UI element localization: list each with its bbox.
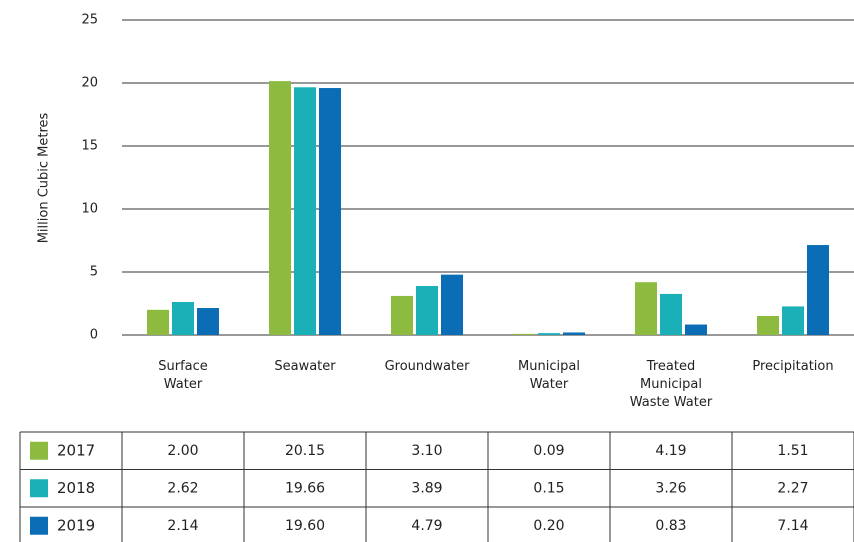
bar [563,332,585,335]
legend-label: 2017 [57,441,95,459]
table-cell: 3.26 [655,480,686,496]
x-tick-label: Precipitation [752,359,834,374]
bar [513,333,535,335]
bar [782,306,804,335]
legend-swatch [30,479,48,498]
bar [147,309,169,335]
table-cell: 20.15 [285,443,325,459]
x-tick-label: Surface Water [158,359,208,392]
x-tick-label: Treated Municipal Waste Water [629,359,713,410]
y-tick-label: 10 [81,202,98,217]
y-tick-label: 20 [81,76,98,91]
table-cell: 7.14 [777,518,808,534]
bar [172,301,194,335]
table-cell: 0.20 [533,518,564,534]
bar [757,315,779,335]
x-tick-label: Seawater [274,359,336,374]
y-tick-label: 25 [81,13,98,28]
y-tick-label: 15 [81,139,98,154]
table-cell: 2.14 [167,518,198,534]
bar [635,282,657,335]
table-cell: 19.60 [285,518,325,534]
x-tick-label: Groundwater [384,359,470,374]
x-tick-label: Municipal Water [518,359,580,392]
bar [416,285,438,335]
legend-label: 2019 [57,516,95,534]
table-cell: 0.09 [533,443,564,459]
y-tick-label: 5 [90,265,98,280]
y-tick-label: 0 [90,328,98,343]
legend-swatch [30,516,48,535]
table-cell: 4.19 [655,443,686,459]
y-axis-label: Million Cubic Metres [37,112,52,243]
bar [197,308,219,335]
bar [294,87,316,335]
table-cell: 3.89 [411,480,442,496]
table-cell: 0.83 [655,518,686,534]
bar [538,333,560,335]
table-cell: 2.62 [167,480,198,496]
bar [660,293,682,335]
table-cell: 2.27 [777,480,808,496]
legend-label: 2018 [57,479,95,497]
bar [807,245,829,335]
bar [441,274,463,335]
table-cell: 3.10 [411,443,442,459]
table-cell: 19.66 [285,480,325,496]
bar [319,88,341,335]
table-cell: 0.15 [533,480,564,496]
bar [269,81,291,335]
table-cell: 2.00 [167,443,198,459]
table-cell: 4.79 [411,518,442,534]
table-cell: 1.51 [777,443,808,459]
bar [391,295,413,335]
legend-swatch [30,441,48,460]
bar [685,324,707,335]
